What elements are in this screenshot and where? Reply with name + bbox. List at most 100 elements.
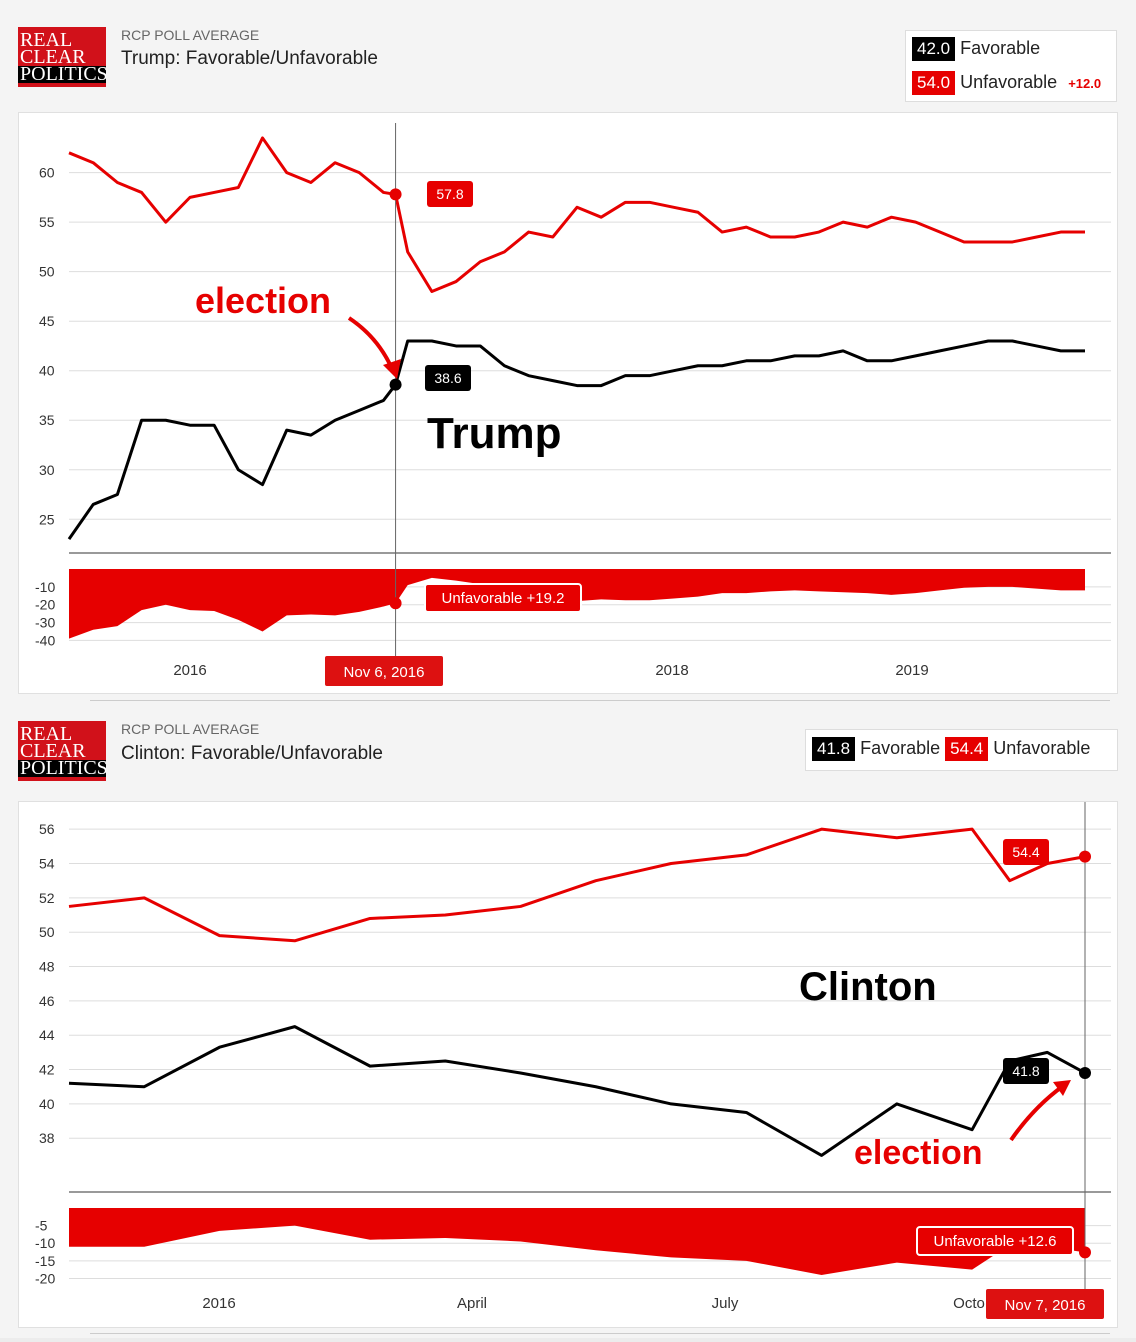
favorable-callout: 38.6	[434, 370, 461, 386]
date-tag-box	[986, 1289, 1104, 1319]
ytick-label: 56	[39, 821, 55, 837]
clinton-chart-svg: 56 54 52 50 48 46 44 42 40 38 -5-10 -15-20 54.4 41.8 U…	[35, 802, 1111, 1319]
election-arrow	[1009, 1084, 1065, 1142]
spread-callout: Unfavorable +19.2	[441, 590, 564, 607]
spread-tick-label: -30	[35, 615, 55, 631]
ytick-label: 55	[39, 214, 55, 230]
election-annotation: election	[195, 280, 331, 321]
xtick-label: 2016	[173, 662, 206, 679]
election-arrowhead	[383, 359, 401, 379]
xtick-label: Octo	[953, 1295, 985, 1312]
unfavorable-line	[68, 827, 1086, 943]
tab-divider	[90, 1333, 1110, 1342]
spread-callout: Unfavorable +12.6	[933, 1233, 1056, 1250]
xtick-label: 2018	[655, 662, 688, 679]
poll-kicker: RCP POLL AVERAGE	[121, 721, 260, 737]
favorable-label: Favorable	[960, 38, 1041, 58]
favorable-callout-box	[425, 365, 471, 391]
candidate-annotation: Clinton	[799, 965, 937, 1009]
ytick-label: 25	[39, 511, 55, 527]
page-title: Clinton: Favorable/Unfavorable	[121, 743, 383, 764]
trump-chart: 60 55 50 45 40 35 30 25 -10 -20 -30 -40 57.8 38.6 Unfa…	[18, 112, 1118, 694]
ytick-label: 35	[39, 412, 55, 428]
rcp-logo[interactable]: REAL CLEAR POLITICS	[18, 721, 106, 781]
ytick-label: 46	[39, 993, 55, 1009]
clinton-legend: 41.8 Favorable 54.4 Unfavorable	[805, 729, 1118, 771]
ytick-label: 52	[39, 890, 55, 906]
ytick-label: 40	[39, 363, 55, 379]
clinton-chart: 56 54 52 50 48 46 44 42 40 38 -5 -10 -15 -20 54.4 41.8 U…	[18, 801, 1118, 1328]
spread-callout-box	[424, 583, 582, 613]
favorable-callout: 41.8	[1012, 1063, 1039, 1079]
date-tag: Nov 6, 2016	[344, 664, 425, 681]
spread-tick-label: -15	[35, 1253, 55, 1269]
date-tag: Nov 7, 2016	[1005, 1297, 1086, 1314]
spread-area	[69, 1208, 1085, 1275]
spread-callout-box	[916, 1226, 1074, 1256]
spread-tick-label: -5	[35, 1218, 48, 1234]
trump-header: REAL CLEAR POLITICS RCP POLL AVERAGE Tru…	[0, 0, 1136, 110]
logo-line: CLEAR	[20, 740, 86, 762]
spread-value: +12.0	[1068, 76, 1102, 91]
clinton-header: REAL CLEAR POLITICS RCP POLL AVERAGE Cli…	[0, 705, 1136, 815]
favorable-line	[68, 1025, 1086, 1157]
poll-kicker: RCP POLL AVERAGE	[121, 27, 260, 43]
favorable-marker	[389, 378, 402, 391]
unfavorable-line	[68, 136, 1085, 293]
page-title: Trump: Favorable/Unfavorable	[121, 48, 378, 69]
favorable-line	[67, 339, 1085, 540]
spread-marker	[1079, 1246, 1091, 1259]
election-annotation: election	[854, 1134, 982, 1172]
ytick-label: 30	[39, 462, 55, 478]
unfavorable-label: Unfavorable	[960, 72, 1058, 92]
xtick-label: 2019	[895, 662, 928, 679]
spread-area	[69, 569, 1085, 639]
ytick-label: 38	[39, 1130, 55, 1146]
logo-line: REAL	[20, 29, 73, 51]
favorable-label: Favorable	[860, 738, 941, 758]
spread-tick-label: -40	[35, 632, 55, 648]
favorable-value: 41.8	[812, 737, 856, 761]
spread-tick-label: -20	[35, 597, 55, 613]
election-arrow	[347, 316, 395, 372]
spread-tick-label: -20	[35, 1270, 55, 1286]
election-arrowhead	[1053, 1080, 1071, 1096]
candidate-annotation: Trump	[427, 409, 561, 458]
ytick-label: 48	[39, 959, 55, 975]
ytick-label: 40	[39, 1096, 55, 1112]
clinton-panel: REAL CLEAR POLITICS RCP POLL AVERAGE Cli…	[0, 705, 1136, 1338]
unfavorable-callout: 57.8	[436, 186, 463, 202]
ytick-label: 60	[39, 165, 55, 181]
unfavorable-marker	[389, 188, 402, 201]
ytick-label: 45	[39, 313, 55, 329]
logo-line: REAL	[20, 723, 73, 745]
favorable-marker	[1079, 1066, 1091, 1079]
trump-chart-svg: 60 55 50 45 40 35 30 25 -10 -20 -30-40 57.8 38.6 Unfa…	[35, 123, 1111, 686]
ytick-label: 50	[39, 924, 55, 940]
logo-line: POLITICS	[18, 63, 106, 85]
unfavorable-callout-box	[427, 181, 473, 207]
spread-tick-label: -10	[35, 579, 55, 595]
unfavorable-value: 54.4	[945, 737, 989, 761]
unfavorable-value: 54.0	[912, 71, 956, 95]
unfavorable-label: Unfavorable	[993, 738, 1091, 758]
spread-marker	[389, 597, 402, 610]
xtick-label: April	[457, 1295, 487, 1312]
unfavorable-marker	[1079, 850, 1091, 863]
rcp-logo[interactable]: REAL CLEAR POLITICS	[18, 27, 106, 87]
logo-line: CLEAR	[20, 46, 86, 68]
date-tag-box	[325, 656, 443, 686]
unfavorable-callout: 54.4	[1012, 844, 1039, 860]
favorable-callout-box	[1003, 1058, 1049, 1084]
favorable-value: 42.0	[912, 37, 956, 61]
spread-tick-label: -10	[35, 1235, 55, 1251]
ytick-label: 44	[39, 1027, 55, 1043]
ytick-label: 50	[39, 264, 55, 280]
tab-divider	[90, 700, 1110, 709]
logo-line: POLITICS	[18, 757, 106, 779]
unfavorable-callout-box	[1003, 839, 1049, 865]
ytick-label: 42	[39, 1062, 55, 1078]
xtick-label: 2016	[202, 1295, 235, 1312]
trump-panel: REAL CLEAR POLITICS RCP POLL AVERAGE Tru…	[0, 0, 1136, 701]
trump-legend: 42.0 Favorable 54.0 Unfavorable +12.0	[905, 30, 1117, 102]
